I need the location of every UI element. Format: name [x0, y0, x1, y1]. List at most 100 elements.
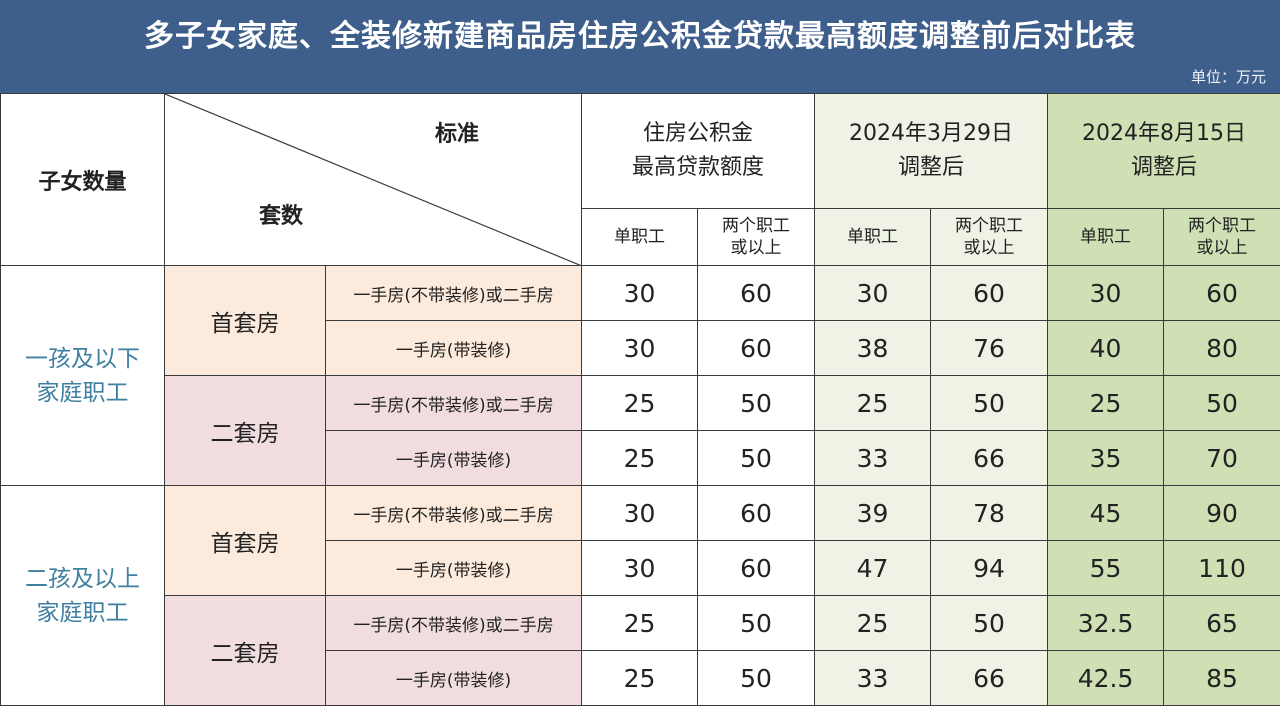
group-label: 二孩及以上 家庭职工 [0, 485, 165, 706]
unit-label: 单位：万元 [1190, 68, 1266, 86]
value-cell: 60 [930, 265, 1049, 321]
value-cell: 30 [1047, 265, 1165, 321]
value-cell: 60 [696, 485, 816, 541]
value-cell: 25 [581, 650, 698, 706]
value-cell: 60 [1163, 265, 1280, 321]
title-banner: 多子女家庭、全装修新建商品房住房公积金贷款最高额度调整前后对比表 单位：万元 [0, 0, 1280, 93]
header-double-line1: 两个职工 [1188, 216, 1257, 236]
value-cell: 66 [930, 650, 1049, 706]
header-standard: 标准 [435, 122, 480, 147]
value-cell: 76 [930, 320, 1049, 376]
value-cell: 66 [930, 430, 1049, 486]
table-row: 一手房(带装修) 30 60 38 76 40 80 [1, 320, 1280, 376]
value-cell: 25 [581, 595, 698, 651]
value-cell: 42.5 [1047, 650, 1165, 706]
value-cell: 45 [1047, 485, 1165, 541]
header-group-august: 2024年8月15日 调整后 [1047, 93, 1280, 209]
value-cell: 50 [930, 595, 1049, 651]
header-group-august-line2: 调整后 [1131, 155, 1198, 180]
value-cell: 30 [581, 265, 698, 321]
header-double-line2: 或以上 [730, 238, 782, 258]
value-cell: 65 [1163, 595, 1280, 651]
value-cell: 47 [814, 540, 932, 596]
header-double-line2: 或以上 [963, 238, 1015, 258]
header-group-base-line2: 最高贷款额度 [632, 155, 765, 180]
header-double: 两个职工 或以上 [930, 208, 1049, 266]
value-cell: 90 [1163, 485, 1280, 541]
value-cell: 55 [1047, 540, 1165, 596]
comparison-table: 子女数量 标准 套数 住房公积金 最高贷款额度 2024年3月29日 调整后 2… [0, 93, 1280, 706]
value-cell: 25 [581, 375, 698, 431]
header-single: 单职工 [814, 208, 932, 266]
header-children-count: 子女数量 [0, 93, 165, 266]
value-cell: 60 [696, 320, 816, 376]
house-type: 一手房(不带装修)或二手房 [325, 485, 582, 541]
page-title: 多子女家庭、全装修新建商品房住房公积金贷款最高额度调整前后对比表 [144, 19, 1136, 54]
table-row: 二套房 一手房(不带装修)或二手房 25 50 25 50 32.5 65 [1, 595, 1280, 706]
value-cell: 50 [696, 430, 816, 486]
value-cell: 38 [814, 320, 932, 376]
header-diagonal-cell: 标准 套数 [164, 93, 582, 266]
value-cell: 80 [1163, 320, 1280, 376]
table-row: 一孩及以下 家庭职工 首套房 一手房(不带装修)或二手房 30 60 30 60… [0, 265, 1280, 486]
header-double: 两个职工 或以上 [1163, 208, 1280, 266]
header-sets: 套数 [259, 204, 304, 229]
house-type: 一手房(不带装修)或二手房 [325, 375, 582, 431]
house-type: 一手房(带装修) [325, 320, 582, 376]
value-cell: 39 [814, 485, 932, 541]
value-cell: 25 [814, 595, 932, 651]
value-cell: 33 [814, 430, 932, 486]
value-cell: 78 [930, 485, 1049, 541]
set-label: 二套房 [164, 375, 326, 486]
value-cell: 25 [581, 430, 698, 486]
table-row: 一手房(带装修) 30 60 47 94 55 110 [1, 540, 1280, 596]
value-cell: 60 [696, 265, 816, 321]
group-label-line2: 家庭职工 [36, 379, 129, 406]
group-label-line2: 家庭职工 [36, 599, 129, 626]
set-label: 二套房 [164, 595, 326, 706]
value-cell: 85 [1163, 650, 1280, 706]
value-cell: 25 [1047, 375, 1165, 431]
value-cell: 50 [1163, 375, 1280, 431]
value-cell: 30 [581, 540, 698, 596]
group-label-line1: 二孩及以上 [25, 565, 140, 592]
header-double: 两个职工 或以上 [696, 208, 816, 266]
value-cell: 32.5 [1047, 595, 1165, 651]
value-cell: 50 [930, 375, 1049, 431]
header-double-line2: 或以上 [1196, 238, 1248, 258]
header-group-base: 住房公积金 最高贷款额度 [580, 93, 816, 209]
value-cell: 35 [1047, 430, 1165, 486]
table-row: 二套房 一手房(不带装修)或二手房 25 50 25 50 25 50 [1, 375, 1280, 486]
header-single: 单职工 [1047, 208, 1165, 266]
value-cell: 50 [696, 595, 816, 651]
header-group-base-line1: 住房公积金 [643, 121, 754, 146]
value-cell: 50 [696, 375, 816, 431]
value-cell: 25 [814, 375, 932, 431]
house-type: 一手房(不带装修)或二手房 [325, 595, 582, 651]
header-group-march-line2: 调整后 [898, 155, 965, 180]
value-cell: 70 [1163, 430, 1280, 486]
house-type: 一手房(不带装修)或二手房 [325, 265, 582, 321]
set-label: 首套房 [164, 265, 326, 376]
header-single: 单职工 [581, 208, 698, 266]
header-group-march-line1: 2024年3月29日 [849, 121, 1014, 146]
house-type: 一手房(带装修) [325, 540, 582, 596]
value-cell: 40 [1047, 320, 1165, 376]
house-type: 一手房(带装修) [325, 650, 582, 706]
header-group-march: 2024年3月29日 调整后 [814, 93, 1049, 209]
value-cell: 110 [1163, 540, 1280, 596]
value-cell: 60 [696, 540, 816, 596]
set-label: 首套房 [164, 485, 326, 596]
value-cell: 33 [814, 650, 932, 706]
table-row: 二孩及以上 家庭职工 首套房 一手房(不带装修)或二手房 30 60 39 78… [0, 485, 1280, 706]
header-double-line1: 两个职工 [722, 216, 790, 236]
header-double-line1: 两个职工 [955, 216, 1024, 236]
value-cell: 30 [581, 320, 698, 376]
group-label: 一孩及以下 家庭职工 [0, 265, 165, 486]
house-type: 一手房(带装修) [325, 430, 582, 486]
header-group-august-line1: 2024年8月15日 [1082, 121, 1247, 146]
table-row: 一手房(带装修) 25 50 33 66 35 70 [1, 430, 1280, 486]
value-cell: 30 [814, 265, 932, 321]
group-label-line1: 一孩及以下 [25, 345, 140, 372]
